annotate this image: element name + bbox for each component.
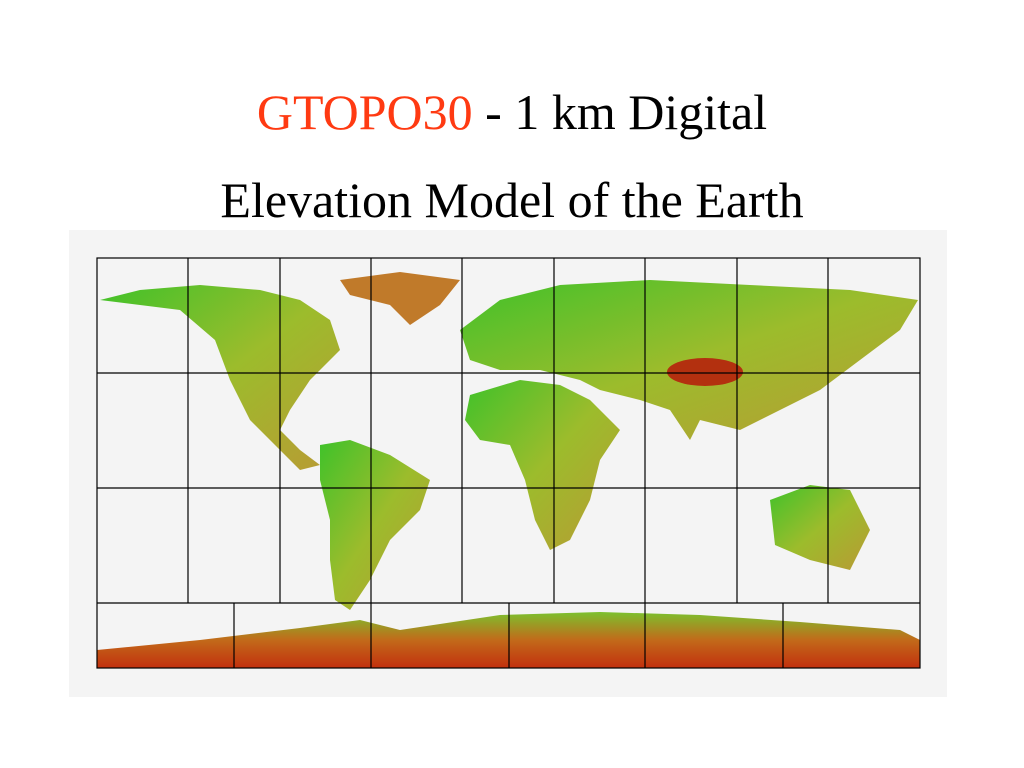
africa [465, 380, 620, 550]
title-text: - 1 km Digital [485, 84, 768, 140]
slide-title: GTOPO30 - 1 km Digital Elevation Model o… [0, 68, 1024, 244]
title-line: Elevation Model of the Earth [220, 172, 804, 228]
greenland [340, 272, 460, 325]
tibetan-plateau [667, 358, 743, 386]
australia [770, 485, 870, 570]
title-highlight: GTOPO30 [256, 84, 473, 140]
south-america [320, 440, 430, 610]
title-line: GTOPO30 - 1 km Digital [0, 68, 1024, 156]
tile-grid [96, 257, 921, 669]
